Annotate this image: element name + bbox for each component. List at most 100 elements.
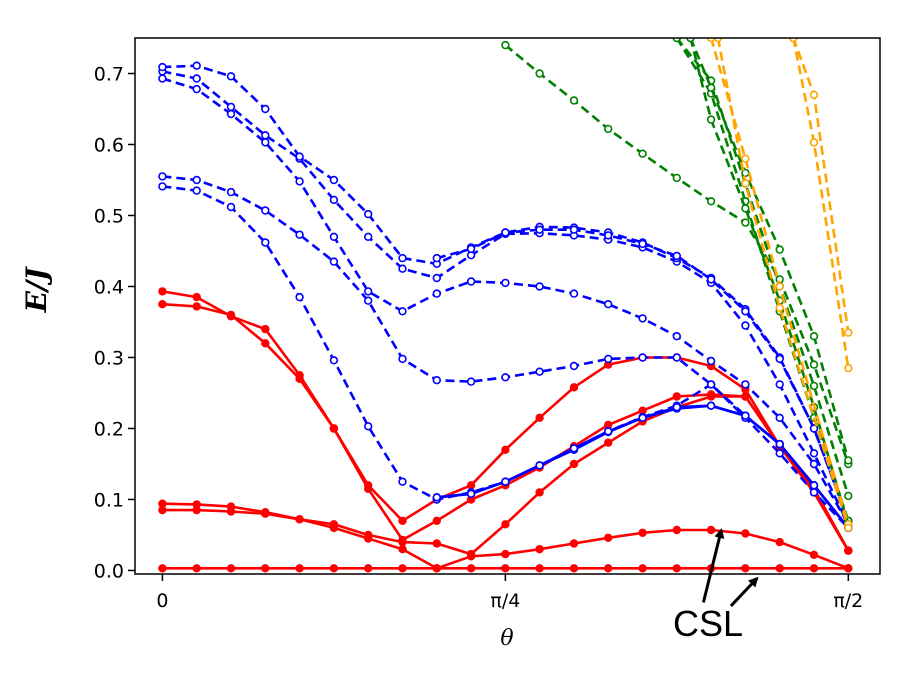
csl-arrow-0	[701, 528, 725, 603]
series-line-green-2	[675, 38, 850, 497]
data-point	[398, 516, 407, 525]
data-point	[603, 564, 613, 573]
data-point	[192, 292, 201, 302]
data-point	[569, 444, 579, 453]
data-point	[158, 287, 167, 296]
data-point	[569, 96, 579, 105]
data-point	[501, 445, 510, 454]
data-point	[158, 172, 167, 181]
data-point	[603, 533, 613, 542]
y-tick-label-3: 0.3	[94, 347, 124, 369]
data-point	[672, 38, 681, 43]
data-point	[844, 564, 853, 573]
data-point	[501, 228, 510, 237]
data-point	[466, 481, 476, 490]
data-point	[672, 403, 681, 412]
data-point	[809, 360, 819, 369]
data-point	[261, 104, 270, 114]
data-point	[741, 380, 750, 389]
data-point	[432, 253, 441, 263]
data-point	[158, 62, 167, 72]
series-line-blue-dash-5	[162, 64, 850, 522]
data-point	[809, 459, 819, 469]
data-point	[713, 38, 723, 43]
data-point	[775, 282, 784, 291]
data-point	[398, 354, 407, 364]
data-point	[466, 489, 476, 498]
data-point	[192, 564, 201, 573]
data-point	[535, 225, 544, 234]
data-point	[741, 307, 750, 316]
data-point	[706, 525, 716, 535]
data-point	[809, 90, 819, 100]
data-point	[158, 74, 167, 83]
data-point	[466, 549, 476, 559]
data-point	[741, 529, 750, 538]
data-point	[501, 549, 510, 559]
data-point	[535, 461, 544, 470]
data-point	[398, 535, 407, 545]
data-point	[638, 413, 647, 422]
x-tick-label-0: 0	[156, 590, 168, 612]
data-point	[844, 491, 853, 501]
data-point	[672, 353, 681, 362]
data-point	[638, 149, 647, 158]
data-point	[775, 413, 784, 422]
data-point	[672, 173, 681, 183]
data-point	[364, 564, 373, 573]
data-point	[295, 177, 304, 186]
series-orange-4	[789, 38, 853, 373]
data-point	[398, 253, 407, 263]
data-point	[192, 61, 201, 70]
data-point	[809, 332, 819, 341]
data-point	[638, 353, 647, 362]
data-point	[501, 477, 510, 486]
data-point	[672, 332, 681, 341]
data-point	[501, 564, 510, 573]
data-point	[672, 564, 681, 573]
y-axis-label: E/J	[20, 266, 53, 314]
data-point	[809, 550, 819, 559]
series-blue-dash-3	[158, 74, 853, 529]
data-point	[638, 528, 647, 537]
data-point	[329, 257, 339, 266]
data-point	[569, 459, 579, 469]
series-line-green-4	[689, 38, 850, 461]
data-point	[466, 277, 476, 286]
data-point	[501, 373, 510, 382]
data-point	[364, 481, 373, 490]
data-point	[706, 401, 716, 410]
data-point	[432, 564, 441, 573]
data-point	[158, 300, 167, 309]
data-point	[686, 38, 695, 43]
data-point	[261, 564, 270, 573]
data-point	[364, 232, 373, 242]
x-tick-label-1: π/4	[490, 590, 520, 612]
data-point	[741, 179, 750, 188]
data-point	[432, 539, 441, 548]
data-point	[295, 515, 304, 524]
data-point	[329, 232, 339, 242]
data-point	[329, 175, 339, 185]
data-point	[789, 38, 798, 43]
data-point	[466, 244, 476, 254]
data-point	[192, 302, 201, 311]
data-point	[226, 312, 236, 321]
data-point	[706, 275, 716, 284]
data-point	[775, 354, 784, 364]
data-point	[432, 493, 441, 502]
csl-annotation: CSL	[673, 528, 759, 644]
data-point	[535, 282, 544, 291]
data-point	[775, 564, 784, 573]
data-point	[775, 449, 784, 458]
data-point	[775, 245, 784, 254]
data-point	[603, 231, 613, 240]
data-point	[569, 225, 579, 234]
data-point	[672, 392, 681, 401]
data-point	[364, 296, 373, 305]
data-point	[844, 456, 853, 465]
data-point	[329, 520, 339, 529]
data-point	[603, 438, 613, 447]
data-point	[398, 564, 407, 573]
y-tick-label-4: 0.4	[94, 276, 124, 298]
